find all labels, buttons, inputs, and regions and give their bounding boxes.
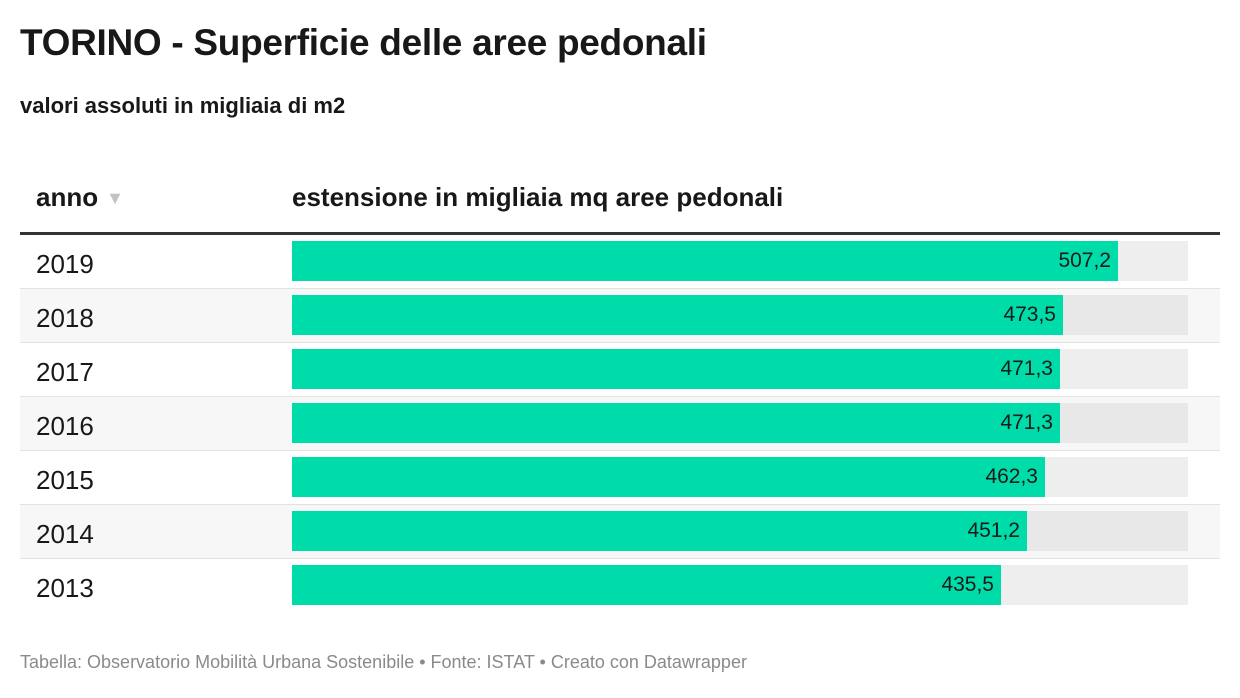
year-cell: 2015: [36, 465, 94, 495]
data-table: anno ▼ estensione in migliaia mq aree ped…: [20, 160, 1220, 613]
bar-value-label: 471,3: [1000, 411, 1053, 434]
bar-value-label: 435,5: [941, 573, 994, 596]
chart-subtitle: valori assoluti in migliaia di m2: [20, 93, 346, 118]
year-cell: 2013: [36, 573, 94, 603]
bar-track: 462,3: [292, 457, 1188, 497]
bar-track: 473,5: [292, 295, 1188, 335]
column-header-year-label: anno: [36, 182, 99, 212]
bar-value-label: 473,5: [1003, 303, 1056, 326]
bar-track: 471,3: [292, 403, 1188, 443]
bar-track: 471,3: [292, 349, 1188, 389]
bar: [292, 295, 1063, 335]
footer-credits: Tabella: Observatorio Mobilità Urbana So…: [20, 652, 747, 672]
column-header-value[interactable]: estensione in migliaia mq aree pedonali: [292, 182, 784, 212]
year-cell: 2017: [36, 357, 94, 387]
bar: [292, 349, 1060, 389]
bar: [292, 565, 1001, 605]
table-row: 2014 451,2: [20, 505, 1220, 559]
bar-track: 451,2: [292, 511, 1188, 551]
table-row: 2015 462,3: [20, 451, 1220, 505]
bar: [292, 241, 1118, 281]
year-cell: 2019: [36, 249, 94, 279]
table-header: anno ▼ estensione in migliaia mq aree ped…: [20, 160, 1220, 235]
bar: [292, 457, 1045, 497]
bar-value-label: 507,2: [1058, 249, 1111, 272]
bar: [292, 403, 1060, 443]
table-row: 2016 471,3: [20, 397, 1220, 451]
year-cell: 2016: [36, 411, 94, 441]
table-row: 2017 471,3: [20, 343, 1220, 397]
sort-down-icon[interactable]: ▼: [106, 188, 124, 208]
table-row: 2018 473,5: [20, 289, 1220, 343]
table-row: 2019 507,2: [20, 235, 1220, 289]
year-cell: 2018: [36, 303, 94, 333]
bar: [292, 511, 1027, 551]
bar-track: 435,5: [292, 565, 1188, 605]
table-body: 2019 507,2 2018 473,5 2017 471,3 2016 471,3 2015…: [20, 235, 1220, 613]
year-cell: 2014: [36, 519, 94, 549]
column-header-year[interactable]: anno ▼: [36, 182, 124, 213]
chart-title: TORINO - Superficie delle aree pedonali: [20, 22, 707, 63]
bar-value-label: 471,3: [1000, 357, 1053, 380]
bar-track: 507,2: [292, 241, 1188, 281]
table-row: 2013 435,5: [20, 559, 1220, 613]
bar-value-label: 451,2: [967, 519, 1020, 542]
bar-value-label: 462,3: [985, 465, 1038, 488]
